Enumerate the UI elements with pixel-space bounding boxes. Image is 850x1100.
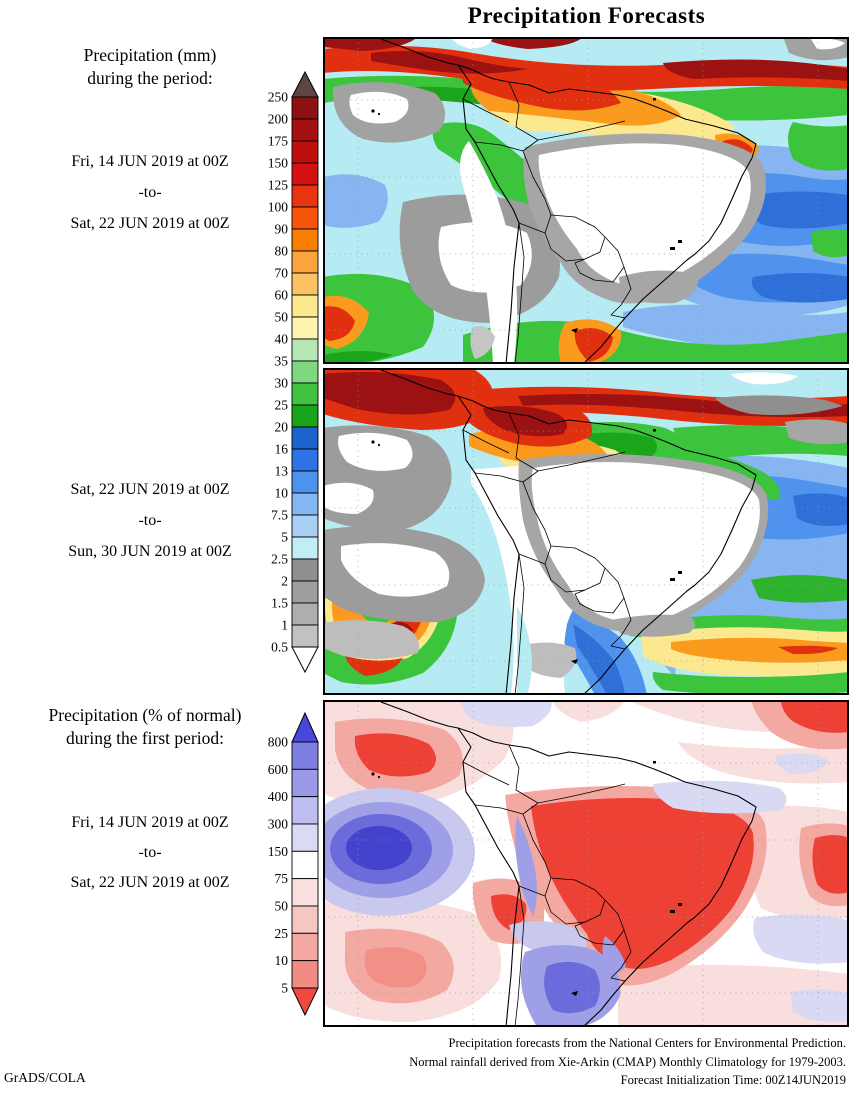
svg-text:300: 300	[268, 816, 289, 831]
footer-captions: Precipitation forecasts from the Nationa…	[310, 1034, 846, 1090]
svg-text:25: 25	[275, 398, 289, 413]
period1-heading-line1: Precipitation (mm)	[83, 45, 217, 65]
below-normal-brazil-core	[531, 797, 754, 969]
svg-text:13: 13	[275, 464, 289, 479]
period3-heading: Precipitation (% of normal) during the f…	[0, 704, 290, 750]
map-percent-normal-svg	[323, 700, 849, 1027]
svg-text:5: 5	[281, 980, 288, 995]
page-title: Precipitation Forecasts	[467, 3, 706, 28]
svg-text:70: 70	[275, 266, 289, 281]
svg-text:1.5: 1.5	[271, 596, 288, 611]
svg-text:50: 50	[275, 310, 289, 325]
period3-date-separator: -to-	[138, 844, 162, 861]
footer-line1: Precipitation forecasts from the Nationa…	[448, 1036, 846, 1050]
svg-text:2: 2	[281, 574, 288, 589]
svg-text:75: 75	[275, 871, 289, 886]
svg-text:7.5: 7.5	[271, 508, 288, 523]
svg-text:25: 25	[275, 926, 289, 941]
svg-text:200: 200	[268, 112, 289, 127]
svg-text:10: 10	[275, 486, 289, 501]
period1-date-from: Fri, 14 JUN 2019 at 00Z	[71, 153, 229, 170]
period2-date-separator: -to-	[138, 512, 162, 529]
svg-text:10: 10	[275, 953, 289, 968]
period3-heading-line1: Precipitation (% of normal)	[48, 705, 242, 725]
period1-dates: Fri, 14 JUN 2019 at 00Z -to- Sat, 22 JUN…	[0, 146, 300, 239]
map-precip-period1-svg	[323, 37, 849, 364]
period3-dates: Fri, 14 JUN 2019 at 00Z -to- Sat, 22 JUN…	[0, 808, 300, 898]
map-precip-period1	[323, 37, 849, 364]
colorbar-percent-normal: 800 600 400 300 150 75 50 25 10 5	[258, 711, 328, 1022]
svg-text:150: 150	[268, 156, 289, 171]
svg-text:35: 35	[275, 354, 289, 369]
period2-date-to: Sun, 30 JUN 2019 at 00Z	[68, 543, 232, 560]
svg-text:125: 125	[268, 178, 289, 193]
footer-line3: Forecast Initialization Time: 00Z14JUN20…	[620, 1073, 846, 1087]
colorbar-mm: 250 200 175 150 125 100 90 80 70 60 50 40 35 30 25 20 16…	[258, 70, 328, 679]
svg-text:150: 150	[268, 844, 289, 859]
svg-text:400: 400	[268, 789, 289, 804]
cbar-pct-svg: 800 600 400 300 150 75 50 25 10 5	[268, 711, 319, 1017]
above-normal-pacific-blob	[323, 788, 475, 916]
period3-heading-line2: during the first period:	[66, 728, 224, 748]
svg-text:100: 100	[268, 200, 289, 215]
svg-text:80: 80	[275, 244, 289, 259]
period2-dates: Sat, 22 JUN 2019 at 00Z -to- Sun, 30 JUN…	[0, 474, 300, 567]
svg-text:16: 16	[275, 442, 289, 457]
cbar-mm-svg: 2502001751501251009080706050403530252016…	[268, 70, 319, 674]
footer-line2: Normal rainfall derived from Xie-Arkin (…	[409, 1054, 846, 1069]
svg-text:0.5: 0.5	[271, 640, 288, 655]
svg-text:5: 5	[281, 530, 288, 545]
svg-text:175: 175	[268, 134, 289, 149]
svg-text:1: 1	[281, 618, 288, 633]
svg-text:800: 800	[268, 735, 289, 750]
svg-text:40: 40	[275, 332, 289, 347]
period1-heading-line2: during the period:	[87, 68, 213, 88]
grads-credit: GrADS/COLA	[4, 1070, 86, 1085]
svg-text:30: 30	[275, 376, 289, 391]
period3-date-to: Sat, 22 JUN 2019 at 00Z	[70, 874, 230, 891]
svg-text:20: 20	[275, 420, 289, 435]
svg-text:90: 90	[275, 222, 289, 237]
dry-zone-brazil	[531, 462, 760, 623]
svg-text:60: 60	[275, 288, 289, 303]
svg-text:2.5: 2.5	[271, 552, 288, 567]
period1-date-separator: -to-	[138, 184, 162, 201]
svg-text:50: 50	[275, 898, 289, 913]
map-precip-period2-svg	[323, 368, 849, 695]
map-percent-normal	[323, 700, 849, 1027]
period2-date-from: Sat, 22 JUN 2019 at 00Z	[70, 481, 230, 498]
period3-date-from: Fri, 14 JUN 2019 at 00Z	[71, 814, 229, 831]
map-precip-period2	[323, 368, 849, 695]
svg-text:250: 250	[268, 90, 289, 105]
period1-date-to: Sat, 22 JUN 2019 at 00Z	[70, 215, 230, 232]
period1-heading: Precipitation (mm) during the period:	[0, 44, 300, 90]
svg-text:600: 600	[268, 762, 289, 777]
dry-zone-brazil	[538, 143, 751, 286]
